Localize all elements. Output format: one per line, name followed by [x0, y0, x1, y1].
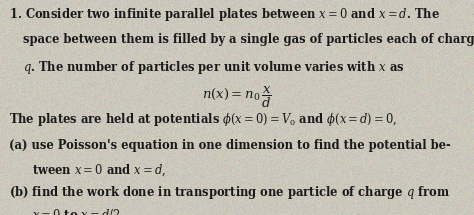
Text: 1. Consider two infinite parallel plates between $x = 0$ and $x = d$. The: 1. Consider two infinite parallel plates… [9, 6, 439, 23]
Text: The plates are held at potentials $\phi(x = 0) = V_0$ and $\phi(x = d) = 0,$: The plates are held at potentials $\phi(… [9, 111, 397, 128]
Text: tween $x = 0$ and $x = d,$: tween $x = 0$ and $x = d,$ [32, 162, 166, 178]
Text: (a) use Poisson's equation in one dimension to find the potential be-: (a) use Poisson's equation in one dimens… [9, 139, 450, 152]
Text: $n(x) = n_0\,\dfrac{x}{d}$: $n(x) = n_0\,\dfrac{x}{d}$ [202, 85, 272, 110]
Text: $x = 0$ to $x = d/2.$: $x = 0$ to $x = d/2.$ [32, 207, 125, 215]
Text: (b) find the work done in transporting one particle of charge $q$ from: (b) find the work done in transporting o… [9, 184, 449, 201]
Text: space between them is filled by a single gas of particles each of charge: space between them is filled by a single… [23, 33, 474, 46]
Text: $q$. The number of particles per unit volume varies with $x$ as: $q$. The number of particles per unit vo… [23, 59, 404, 76]
